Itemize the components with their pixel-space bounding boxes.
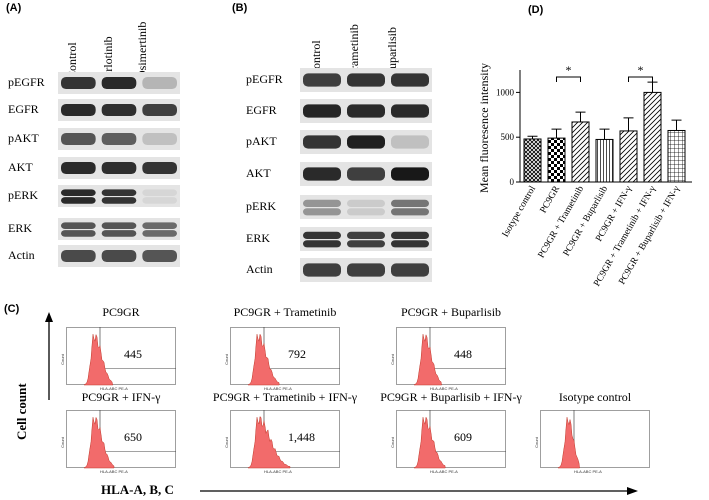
histogram-x-axis-label: HLA-ABC PE-A bbox=[430, 386, 458, 391]
histogram-title: PC9GR + Trametinib + IFN-γ bbox=[212, 390, 358, 404]
y-tick-label: 500 bbox=[501, 132, 515, 142]
histogram-x-axis-label: HLA-ABC PE-A bbox=[264, 386, 292, 391]
bar bbox=[667, 129, 686, 183]
row-label: pEGFR bbox=[8, 75, 45, 89]
mfi-value: 792 bbox=[288, 347, 306, 361]
histogram-x-axis-label: HLA-ABC PE-A bbox=[264, 469, 292, 474]
error-bar bbox=[647, 81, 658, 93]
error-bar bbox=[575, 111, 586, 122]
blot-strip bbox=[300, 195, 432, 219]
error-bar bbox=[599, 128, 610, 140]
row-label: pAKT bbox=[8, 131, 39, 145]
histogram-x-axis-label: HLA-ABC PE-A bbox=[100, 469, 128, 474]
x-category-label: PC9GR bbox=[539, 184, 563, 215]
blot-strip bbox=[58, 99, 180, 121]
blot-strip bbox=[58, 185, 180, 207]
significance-bracket bbox=[556, 76, 581, 82]
panel-d-bar-chart: Mean fluoresence intensity 0 500 1000 Isoty… bbox=[477, 63, 692, 288]
blot-strip bbox=[300, 68, 432, 92]
histogram-y-axis-label: Count bbox=[59, 437, 65, 448]
significance-star: * bbox=[566, 63, 572, 77]
blot-strip bbox=[58, 245, 180, 267]
x-category-label: PC9GR + Buparlisib bbox=[562, 184, 610, 258]
histogram-y-axis-label: Count bbox=[389, 354, 395, 365]
row-label: AKT bbox=[246, 166, 271, 180]
blot-strip bbox=[300, 258, 432, 282]
row-label: AKT bbox=[8, 160, 33, 174]
blot-strip bbox=[58, 218, 180, 240]
cell-count-arrow bbox=[45, 312, 53, 400]
histogram-plot bbox=[230, 327, 340, 386]
error-bar bbox=[623, 117, 634, 131]
blot-strip bbox=[300, 99, 432, 123]
bar bbox=[571, 121, 590, 183]
histogram-plot bbox=[66, 327, 176, 386]
histogram-y-axis-label: Count bbox=[223, 354, 229, 365]
blot-strip bbox=[58, 128, 180, 150]
histogram-plot bbox=[540, 410, 650, 469]
lane-label: Osimertinib bbox=[135, 21, 149, 79]
histogram-x-axis-label: HLA-ABC PE-A bbox=[574, 469, 602, 474]
mfi-value: 609 bbox=[454, 430, 472, 444]
bar bbox=[595, 138, 614, 183]
histogram-y-axis-label: Count bbox=[389, 437, 395, 448]
y-tick-label: 1000 bbox=[496, 87, 515, 97]
histogram-plot bbox=[230, 410, 340, 469]
hla-abc-label: HLA-A, B, C bbox=[101, 482, 174, 497]
cell-count-label: Cell count bbox=[14, 383, 29, 440]
bar bbox=[643, 91, 662, 183]
panel-d-label: (D) bbox=[528, 4, 544, 16]
y-tick-label: 0 bbox=[510, 177, 515, 187]
histogram-plot bbox=[396, 327, 506, 386]
panel-c-label: (C) bbox=[4, 303, 20, 315]
row-label: pERK bbox=[246, 199, 276, 213]
histogram-title: PC9GR + Trametinib bbox=[233, 305, 337, 319]
histogram-y-axis-label: Count bbox=[533, 437, 539, 448]
bar bbox=[547, 137, 566, 183]
row-label: ERK bbox=[246, 231, 270, 245]
error-bar bbox=[527, 135, 538, 139]
histogram-y-axis-label: Count bbox=[59, 354, 65, 365]
row-label: Actin bbox=[8, 248, 35, 262]
histogram-plot bbox=[396, 410, 506, 469]
histogram-plot bbox=[66, 410, 176, 469]
blot-strip bbox=[300, 162, 432, 186]
histogram-title: PC9GR + Buparlisib bbox=[400, 305, 502, 319]
histogram-title: PC9GR bbox=[102, 305, 140, 319]
significance-bracket bbox=[628, 76, 653, 82]
histogram-x-axis-label: HLA-ABC PE-A bbox=[430, 469, 458, 474]
row-label: ERK bbox=[8, 221, 32, 235]
bar bbox=[619, 130, 638, 183]
row-label: Actin bbox=[246, 262, 273, 276]
row-label: EGFR bbox=[246, 103, 277, 117]
error-bar bbox=[671, 119, 682, 131]
row-label: pERK bbox=[8, 188, 38, 202]
blot-strip bbox=[58, 72, 180, 94]
blot-strip bbox=[58, 157, 180, 179]
error-bar bbox=[551, 128, 562, 139]
blot-strip bbox=[300, 227, 432, 251]
mfi-value: 1,448 bbox=[288, 430, 315, 444]
mfi-value: 445 bbox=[124, 347, 142, 361]
mfi-value: 650 bbox=[124, 430, 142, 444]
histogram-y-axis-label: Count bbox=[223, 437, 229, 448]
panel-a-label: (A) bbox=[6, 2, 22, 14]
mfi-value: 448 bbox=[454, 347, 472, 361]
histogram-title: PC9GR + IFN-γ bbox=[81, 390, 161, 404]
panel-b-label: (B) bbox=[232, 2, 248, 14]
row-label: EGFR bbox=[8, 102, 39, 116]
row-label: pAKT bbox=[246, 134, 277, 148]
histogram-title: Isotype control bbox=[558, 390, 632, 404]
bar bbox=[523, 138, 542, 183]
row-label: pEGFR bbox=[246, 72, 283, 86]
significance-star: * bbox=[638, 63, 644, 77]
histogram-x-axis-label: HLA-ABC PE-A bbox=[100, 386, 128, 391]
blot-strip bbox=[300, 130, 432, 154]
hla-abc-arrow bbox=[200, 487, 638, 495]
y-axis-title: Mean fluoresence intensity bbox=[477, 63, 491, 193]
histogram-title: PC9GR + Buparlisib + IFN-γ bbox=[380, 390, 522, 404]
x-category-label: Isotype control bbox=[501, 184, 538, 239]
